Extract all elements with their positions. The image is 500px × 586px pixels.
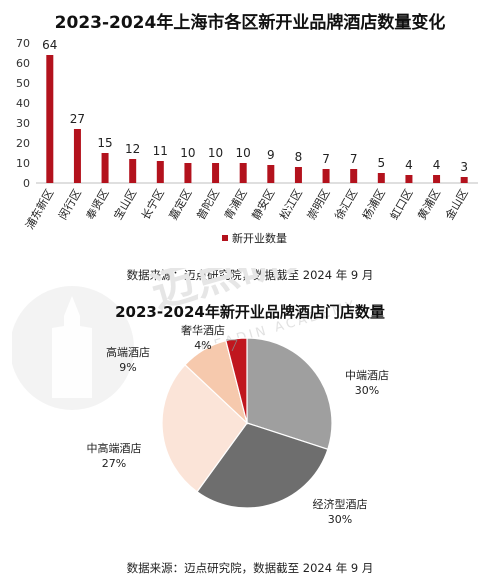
data-label: 64	[42, 38, 57, 52]
bar	[184, 163, 192, 183]
x-tick-label: 松江区	[276, 187, 305, 223]
bar	[156, 161, 164, 183]
x-tick-label: 宝山区	[111, 187, 140, 223]
y-tick-label: 30	[16, 117, 30, 130]
data-label: 10	[208, 146, 223, 160]
slice-label: 高端酒店	[106, 345, 150, 359]
x-tick-label: 长宁区	[138, 187, 167, 223]
y-tick-label: 20	[16, 137, 30, 150]
data-label: 4	[433, 158, 441, 172]
x-tick-label: 金山区	[442, 187, 471, 223]
y-tick-label: 40	[16, 97, 30, 110]
bar	[101, 153, 109, 183]
data-label: 7	[322, 152, 330, 166]
x-tick-label: 崇明区	[305, 187, 333, 222]
x-tick-label: 奉贤区	[83, 187, 112, 223]
y-tick-label: 50	[16, 77, 30, 90]
slice-percent: 4%	[194, 339, 211, 352]
slice-percent: 30%	[355, 384, 379, 397]
bar	[46, 55, 54, 183]
slice-percent: 30%	[328, 513, 352, 526]
data-label: 5	[377, 156, 385, 170]
slice-label: 中端酒店	[345, 368, 389, 382]
pie-slice	[161, 363, 248, 493]
bar	[267, 165, 275, 183]
x-tick-label: 浦东新区	[22, 187, 56, 232]
bar-chart-title: 2023-2024年上海市各区新开业品牌酒店数量变化	[54, 13, 446, 33]
legend-swatch	[222, 235, 228, 241]
x-tick-label: 虹口区	[388, 187, 416, 222]
pie-slice	[196, 422, 329, 509]
bar	[377, 173, 385, 183]
bar	[350, 169, 358, 183]
pie-chart-source: 数据来源：迈点研究院，数据截至 2024 年 9 月	[126, 561, 374, 575]
x-tick-label: 嘉定区	[166, 187, 195, 223]
data-label: 15	[97, 136, 112, 150]
bar	[322, 169, 330, 183]
slice-label: 中高端酒店	[87, 441, 142, 455]
bar	[294, 167, 302, 183]
y-tick-label: 0	[23, 177, 30, 190]
bar	[433, 175, 441, 183]
bar	[212, 163, 220, 183]
data-label: 3	[460, 160, 468, 174]
data-label: 7	[350, 152, 358, 166]
x-tick-label: 青浦区	[222, 187, 250, 222]
legend-label: 新开业数量	[232, 231, 287, 245]
slice-label: 经济型酒店	[313, 497, 368, 511]
data-label: 27	[70, 112, 85, 126]
slice-percent: 9%	[119, 361, 136, 374]
y-tick-label: 10	[16, 157, 30, 170]
x-tick-label: 普陀区	[194, 187, 223, 223]
leader-line	[231, 339, 238, 352]
pie-slice	[246, 337, 333, 451]
data-label: 10	[236, 146, 251, 160]
bar-chart-source: 数据来源：迈点研究院，数据截至 2024 年 9 月	[126, 268, 374, 282]
bar	[405, 175, 413, 183]
bar	[73, 129, 81, 183]
data-label: 10	[180, 146, 195, 160]
x-tick-label: 闵行区	[55, 187, 84, 223]
slice-label: 奢华酒店	[181, 323, 225, 337]
bar	[129, 159, 137, 183]
bar	[460, 177, 468, 183]
data-label: 9	[267, 148, 275, 162]
x-tick-label: 杨浦区	[359, 187, 388, 223]
slice-percent: 27%	[102, 457, 126, 470]
y-tick-label: 60	[16, 57, 30, 70]
x-tick-label: 黄浦区	[415, 187, 444, 223]
x-tick-label: 徐汇区	[332, 187, 361, 223]
data-label: 12	[125, 142, 140, 156]
x-tick-label: 静安区	[249, 187, 278, 223]
data-label: 11	[153, 144, 168, 158]
bar-chart: 0 10 20 30 40 50 60 70 64 浦东新区 27 闵行区 15 奉贤区 12 宝山区 11 长宁…	[16, 37, 478, 245]
pie-chart-title: 2023-2024年新开业品牌酒店门店数量	[115, 303, 385, 321]
pie-slice	[225, 337, 248, 424]
data-label: 4	[405, 158, 413, 172]
pie-chart: 中端酒店 30% 经济型酒店 30% 中高端酒店 27% 高端酒店 9% 奢华酒店 4%	[87, 323, 390, 526]
y-tick-label: 70	[16, 37, 30, 50]
data-label: 8	[295, 150, 303, 164]
bar	[239, 163, 247, 183]
